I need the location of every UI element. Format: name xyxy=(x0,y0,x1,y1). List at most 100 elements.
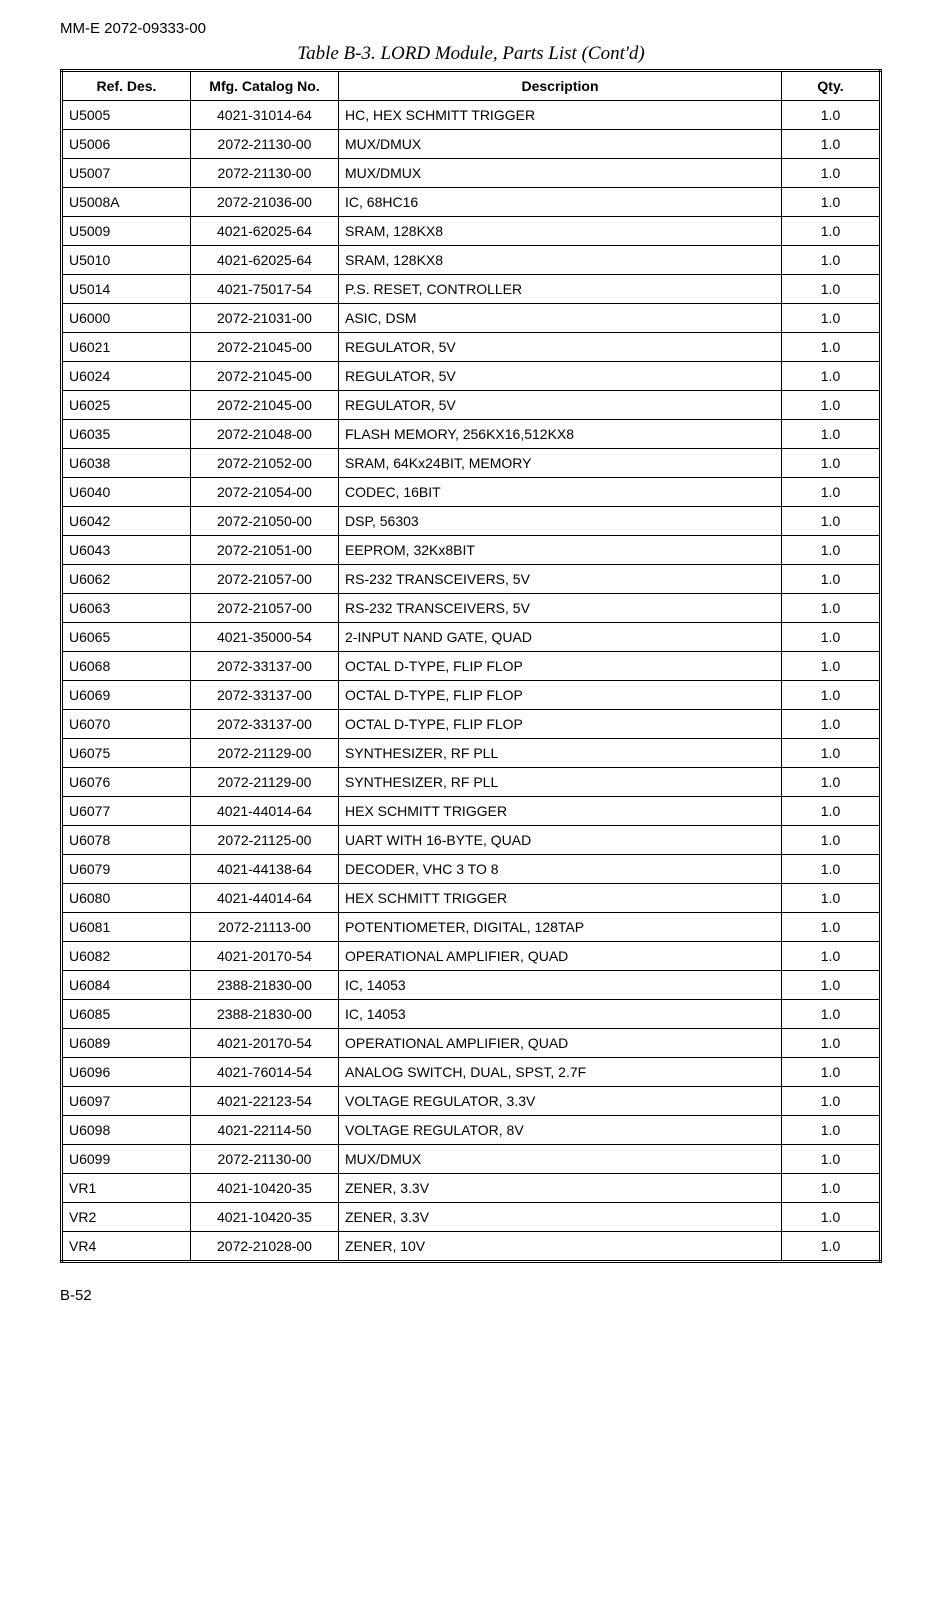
table-row: U60252072-21045-00REGULATOR, 5V1.0 xyxy=(62,391,881,420)
cell-qty: 1.0 xyxy=(782,1145,881,1174)
header-desc: Description xyxy=(339,71,782,101)
table-row: U60692072-33137-00OCTAL D-TYPE, FLIP FLO… xyxy=(62,681,881,710)
cell-ref: U5007 xyxy=(62,159,191,188)
cell-desc: RS-232 TRANSCEIVERS, 5V xyxy=(339,594,782,623)
cell-desc: OCTAL D-TYPE, FLIP FLOP xyxy=(339,652,782,681)
cell-desc: IC, 14053 xyxy=(339,971,782,1000)
cell-qty: 1.0 xyxy=(782,362,881,391)
cell-ref: U6025 xyxy=(62,391,191,420)
cell-mfg: 4021-75017-54 xyxy=(191,275,339,304)
cell-qty: 1.0 xyxy=(782,884,881,913)
cell-ref: U6078 xyxy=(62,826,191,855)
cell-qty: 1.0 xyxy=(782,478,881,507)
table-row: U60842388-21830-00IC, 140531.0 xyxy=(62,971,881,1000)
cell-ref: U5005 xyxy=(62,101,191,130)
cell-mfg: 4021-44014-64 xyxy=(191,884,339,913)
cell-desc: HEX SCHMITT TRIGGER xyxy=(339,884,782,913)
header-qty: Qty. xyxy=(782,71,881,101)
table-row: U50094021-62025-64SRAM, 128KX81.0 xyxy=(62,217,881,246)
table-row: U60984021-22114-50VOLTAGE REGULATOR, 8V1… xyxy=(62,1116,881,1145)
cell-mfg: 2072-21129-00 xyxy=(191,768,339,797)
cell-mfg: 2072-21051-00 xyxy=(191,536,339,565)
cell-ref: U6021 xyxy=(62,333,191,362)
cell-mfg: 2072-33137-00 xyxy=(191,710,339,739)
cell-qty: 1.0 xyxy=(782,1000,881,1029)
table-row: U50104021-62025-64SRAM, 128KX81.0 xyxy=(62,246,881,275)
cell-mfg: 2072-21045-00 xyxy=(191,391,339,420)
cell-ref: U6089 xyxy=(62,1029,191,1058)
table-row: U60702072-33137-00OCTAL D-TYPE, FLIP FLO… xyxy=(62,710,881,739)
table-row: U60804021-44014-64HEX SCHMITT TRIGGER1.0 xyxy=(62,884,881,913)
cell-desc: FLASH MEMORY, 256KX16,512KX8 xyxy=(339,420,782,449)
cell-desc: EEPROM, 32Kx8BIT xyxy=(339,536,782,565)
cell-desc: P.S. RESET, CONTROLLER xyxy=(339,275,782,304)
table-row: U60352072-21048-00FLASH MEMORY, 256KX16,… xyxy=(62,420,881,449)
table-row: U50062072-21130-00MUX/DMUX1.0 xyxy=(62,130,881,159)
cell-mfg: 2072-21045-00 xyxy=(191,362,339,391)
header-ref: Ref. Des. xyxy=(62,71,191,101)
cell-mfg: 4021-44138-64 xyxy=(191,855,339,884)
header-mfg: Mfg. Catalog No. xyxy=(191,71,339,101)
cell-mfg: 4021-22123-54 xyxy=(191,1087,339,1116)
cell-qty: 1.0 xyxy=(782,391,881,420)
cell-desc: VOLTAGE REGULATOR, 3.3V xyxy=(339,1087,782,1116)
table-row: U60752072-21129-00SYNTHESIZER, RF PLL1.0 xyxy=(62,739,881,768)
cell-mfg: 2072-33137-00 xyxy=(191,681,339,710)
cell-mfg: 2072-21036-00 xyxy=(191,188,339,217)
cell-mfg: 2072-21048-00 xyxy=(191,420,339,449)
cell-ref: U6096 xyxy=(62,1058,191,1087)
cell-qty: 1.0 xyxy=(782,1203,881,1232)
table-header-row: Ref. Des. Mfg. Catalog No. Description Q… xyxy=(62,71,881,101)
cell-mfg: 4021-62025-64 xyxy=(191,246,339,275)
page-container: MM-E 2072-09333-00 Table B-3. LORD Modul… xyxy=(0,0,942,1324)
cell-ref: U6042 xyxy=(62,507,191,536)
cell-qty: 1.0 xyxy=(782,246,881,275)
cell-desc: UART WITH 16-BYTE, QUAD xyxy=(339,826,782,855)
cell-qty: 1.0 xyxy=(782,304,881,333)
cell-desc: VOLTAGE REGULATOR, 8V xyxy=(339,1116,782,1145)
table-row: U60682072-33137-00OCTAL D-TYPE, FLIP FLO… xyxy=(62,652,881,681)
cell-desc: SRAM, 128KX8 xyxy=(339,217,782,246)
cell-ref: U6082 xyxy=(62,942,191,971)
cell-ref: VR1 xyxy=(62,1174,191,1203)
cell-mfg: 4021-20170-54 xyxy=(191,942,339,971)
table-row: U60002072-21031-00ASIC, DSM1.0 xyxy=(62,304,881,333)
table-row: U60622072-21057-00RS-232 TRANSCEIVERS, 5… xyxy=(62,565,881,594)
cell-qty: 1.0 xyxy=(782,1232,881,1262)
cell-qty: 1.0 xyxy=(782,1174,881,1203)
table-row: U60402072-21054-00CODEC, 16BIT1.0 xyxy=(62,478,881,507)
cell-ref: U6081 xyxy=(62,913,191,942)
table-row: U60382072-21052-00SRAM, 64Kx24BIT, MEMOR… xyxy=(62,449,881,478)
cell-qty: 1.0 xyxy=(782,855,881,884)
cell-ref: U6080 xyxy=(62,884,191,913)
cell-ref: U5014 xyxy=(62,275,191,304)
cell-mfg: 4021-10420-35 xyxy=(191,1203,339,1232)
table-row: VR42072-21028-00ZENER, 10V1.0 xyxy=(62,1232,881,1262)
table-row: U60794021-44138-64DECODER, VHC 3 TO 81.0 xyxy=(62,855,881,884)
cell-desc: ANALOG SWITCH, DUAL, SPST, 2.7F xyxy=(339,1058,782,1087)
cell-qty: 1.0 xyxy=(782,159,881,188)
table-row: U60782072-21125-00UART WITH 16-BYTE, QUA… xyxy=(62,826,881,855)
table-row: U60974021-22123-54VOLTAGE REGULATOR, 3.3… xyxy=(62,1087,881,1116)
table-row: U60432072-21051-00EEPROM, 32Kx8BIT1.0 xyxy=(62,536,881,565)
cell-ref: U6035 xyxy=(62,420,191,449)
table-row: U60762072-21129-00SYNTHESIZER, RF PLL1.0 xyxy=(62,768,881,797)
cell-qty: 1.0 xyxy=(782,217,881,246)
cell-mfg: 2072-21045-00 xyxy=(191,333,339,362)
cell-ref: U6098 xyxy=(62,1116,191,1145)
cell-qty: 1.0 xyxy=(782,710,881,739)
table-row: U60654021-35000-542-INPUT NAND GATE, QUA… xyxy=(62,623,881,652)
cell-mfg: 2072-21125-00 xyxy=(191,826,339,855)
cell-qty: 1.0 xyxy=(782,130,881,159)
cell-desc: POTENTIOMETER, DIGITAL, 128TAP xyxy=(339,913,782,942)
cell-qty: 1.0 xyxy=(782,797,881,826)
cell-ref: U6070 xyxy=(62,710,191,739)
cell-qty: 1.0 xyxy=(782,449,881,478)
cell-qty: 1.0 xyxy=(782,536,881,565)
page-number: B-52 xyxy=(60,1287,882,1304)
cell-desc: CODEC, 16BIT xyxy=(339,478,782,507)
table-row: VR24021-10420-35ZENER, 3.3V1.0 xyxy=(62,1203,881,1232)
cell-qty: 1.0 xyxy=(782,1087,881,1116)
cell-ref: VR2 xyxy=(62,1203,191,1232)
table-row: U50054021-31014-64HC, HEX SCHMITT TRIGGE… xyxy=(62,101,881,130)
